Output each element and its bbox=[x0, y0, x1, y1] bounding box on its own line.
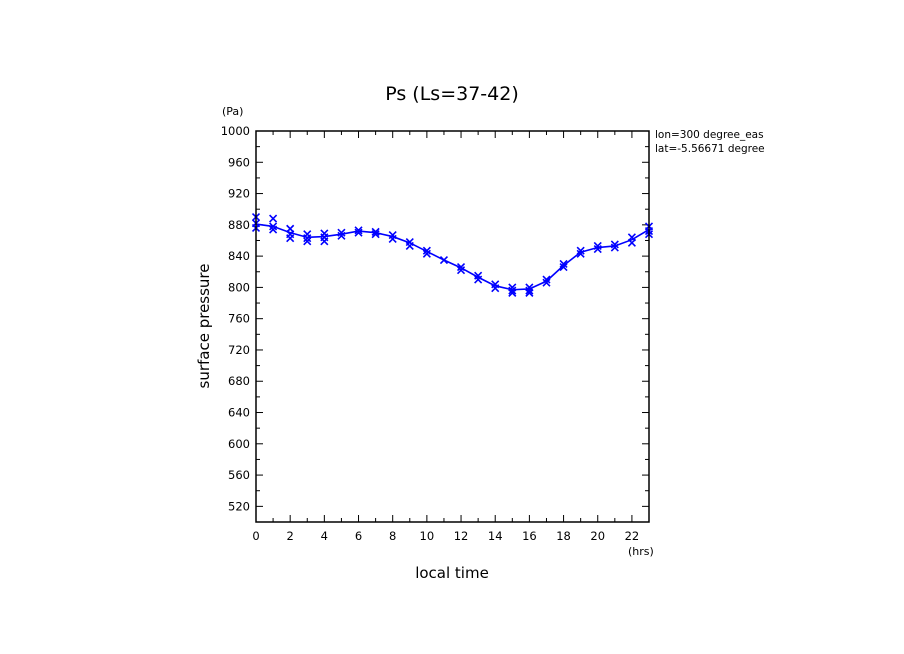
y-tick-label: 840 bbox=[228, 249, 250, 263]
data-point bbox=[405, 241, 414, 251]
y-tick-label: 680 bbox=[228, 374, 250, 388]
data-point bbox=[388, 234, 397, 243]
x-tick-label: 4 bbox=[321, 529, 328, 543]
x-tick-label: 14 bbox=[488, 529, 503, 543]
data-point bbox=[627, 238, 636, 247]
data-point bbox=[542, 275, 551, 284]
x-tick-label: 12 bbox=[454, 529, 469, 543]
y-unit-label: (Pa) bbox=[222, 105, 243, 118]
data-point bbox=[542, 278, 551, 287]
y-tick-label: 960 bbox=[228, 155, 250, 169]
plot-frame bbox=[255, 130, 650, 523]
x-tick-label: 20 bbox=[590, 529, 605, 543]
lat-annotation: lat=-5.56671 degree bbox=[655, 143, 765, 155]
y-tick-label: 760 bbox=[228, 312, 250, 326]
data-point bbox=[354, 228, 363, 237]
data-point bbox=[593, 241, 602, 251]
x-tick-label: 6 bbox=[355, 529, 362, 543]
y-tick-label: 800 bbox=[228, 280, 250, 294]
data-point bbox=[337, 231, 346, 240]
y-tick-label: 520 bbox=[228, 499, 250, 513]
chart-title: Ps (Ls=37-42) bbox=[385, 83, 519, 105]
x-axis-label: local time bbox=[415, 564, 489, 582]
data-point bbox=[320, 237, 329, 246]
y-tick-label: 720 bbox=[228, 343, 250, 357]
x-tick-label: 2 bbox=[287, 529, 294, 543]
data-point bbox=[474, 275, 483, 284]
data-point bbox=[269, 214, 278, 223]
y-tick-label: 880 bbox=[228, 218, 250, 232]
x-tick-label: 16 bbox=[522, 529, 537, 543]
data-point bbox=[559, 263, 568, 272]
data-point bbox=[303, 234, 312, 243]
y-tick-label: 1000 bbox=[221, 124, 250, 138]
y-tick-label: 920 bbox=[228, 187, 250, 201]
data-point bbox=[525, 288, 534, 297]
x-unit-label: (hrs) bbox=[628, 545, 654, 558]
data-point bbox=[371, 230, 380, 239]
data-point bbox=[508, 288, 517, 297]
data-point bbox=[525, 286, 534, 295]
x-tick-label: 10 bbox=[420, 529, 435, 543]
data-point bbox=[371, 227, 380, 236]
data-point bbox=[610, 240, 619, 249]
y-tick-label: 560 bbox=[228, 468, 250, 482]
y-tick-label: 640 bbox=[228, 406, 250, 420]
data-point bbox=[269, 225, 278, 234]
data-point bbox=[303, 237, 312, 246]
x-tick-label: 8 bbox=[389, 529, 396, 543]
data-point bbox=[337, 228, 346, 237]
series-line bbox=[255, 223, 650, 291]
data-point bbox=[593, 245, 602, 254]
x-tick-label: 22 bbox=[625, 529, 640, 543]
data-point bbox=[610, 243, 619, 252]
data-point bbox=[286, 234, 295, 243]
data-point bbox=[456, 263, 466, 272]
lon-annotation: lon=300 degree_eas bbox=[655, 129, 764, 141]
y-axis-label: surface pressure bbox=[195, 264, 213, 389]
data-point bbox=[576, 249, 585, 258]
data-point bbox=[559, 259, 568, 269]
x-tick-label: 0 bbox=[252, 529, 259, 543]
data-point bbox=[456, 266, 466, 275]
x-tick-label: 18 bbox=[556, 529, 571, 543]
data-point bbox=[576, 246, 585, 255]
data-point bbox=[354, 226, 363, 235]
data-point bbox=[422, 246, 431, 255]
data-point bbox=[269, 222, 278, 231]
data-point bbox=[422, 249, 431, 258]
data-point bbox=[439, 255, 449, 265]
data-point bbox=[491, 284, 500, 293]
data-point bbox=[508, 286, 517, 295]
y-tick-label: 600 bbox=[228, 437, 250, 451]
